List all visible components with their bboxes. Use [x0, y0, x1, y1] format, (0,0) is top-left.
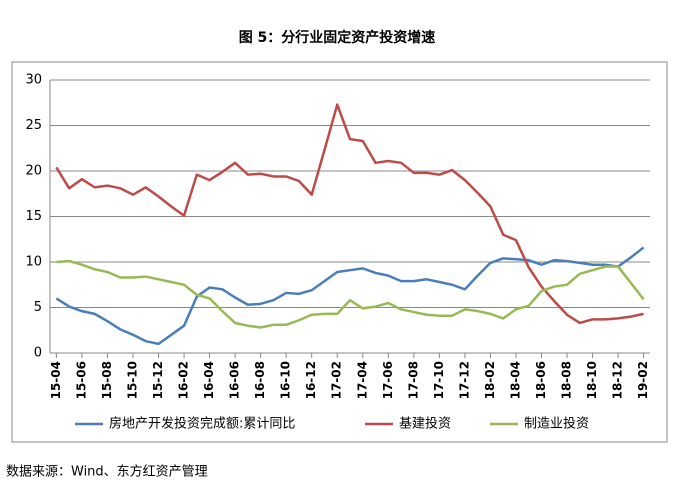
series-line	[56, 259, 645, 329]
y-tick-label: 30	[25, 73, 42, 88]
x-tick-label: 15-12	[151, 361, 165, 399]
x-tick-label: 18-08	[560, 361, 574, 399]
x-tick-label: 18-10	[585, 361, 599, 399]
y-tick-label: 0	[34, 346, 42, 361]
legend-label: 房地产开发投资完成额:累计同比	[109, 416, 295, 432]
y-tick-label: 20	[25, 164, 42, 179]
x-tick-label: 17-04	[355, 361, 369, 399]
x-tick-label: 15-06	[74, 361, 88, 399]
source-note: 数据来源：Wind、东方红资产管理	[6, 464, 208, 480]
y-tick-label: 5	[34, 300, 42, 315]
y-tick-label: 25	[25, 118, 42, 133]
x-tick-label: 18-06	[534, 361, 548, 399]
chart-title: 图 5：分行业固定资产投资增速	[239, 29, 436, 46]
x-tick-label: 17-06	[381, 361, 395, 399]
x-tick-label: 18-12	[611, 361, 625, 399]
y-tick-label: 10	[25, 255, 42, 270]
x-tick-label: 15-10	[125, 361, 139, 399]
x-tick-label: 16-08	[253, 361, 267, 399]
x-tick-label: 19-02	[636, 361, 650, 399]
x-tick-label: 16-04	[202, 361, 216, 399]
x-tick-label: 17-02	[330, 361, 344, 399]
chart-frame	[11, 61, 668, 443]
x-tick-label: 16-06	[228, 361, 242, 399]
x-tick-label: 15-04	[49, 361, 63, 399]
x-tick-label: 16-10	[279, 361, 293, 399]
x-tick-label: 18-04	[508, 361, 522, 399]
x-tick-label: 17-10	[432, 361, 446, 399]
x-tick-label: 16-12	[304, 361, 318, 399]
series-line	[55, 246, 645, 346]
legend-label: 基建投资	[399, 416, 451, 432]
legend-label: 制造业投资	[524, 416, 589, 432]
x-tick-label: 18-02	[483, 361, 497, 399]
y-tick-label: 15	[25, 209, 42, 224]
x-tick-label: 16-02	[177, 361, 191, 399]
x-tick-label: 17-12	[457, 361, 471, 399]
x-tick-label: 17-08	[406, 361, 420, 399]
series-line	[55, 103, 644, 325]
x-tick-label: 15-08	[100, 361, 114, 399]
